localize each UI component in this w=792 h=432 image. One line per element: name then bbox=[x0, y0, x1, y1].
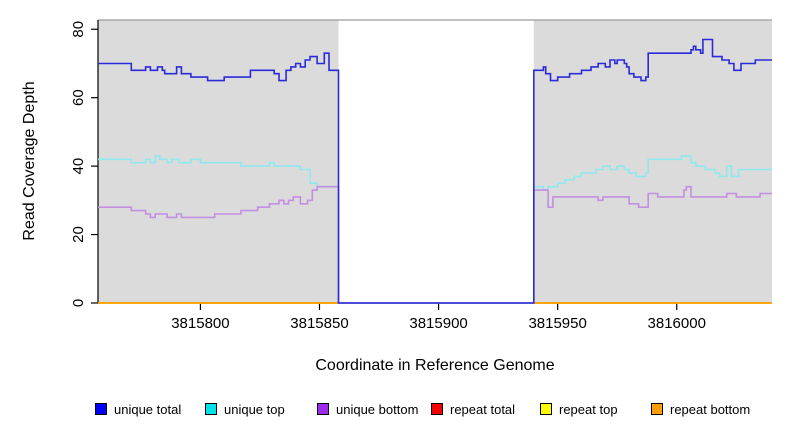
y-axis-title: Read Coverage Depth bbox=[21, 81, 38, 241]
y-tick-label: 20 bbox=[70, 226, 87, 243]
sequenced-region-left bbox=[98, 20, 339, 303]
x-tick-label: 3815800 bbox=[171, 315, 229, 332]
unique-total-line bbox=[98, 38, 772, 304]
y-tick-label: 0 bbox=[70, 299, 87, 307]
y-tick-label: 80 bbox=[70, 21, 87, 38]
y-tick-label: 40 bbox=[70, 158, 87, 175]
sequenced-region-right bbox=[533, 20, 772, 303]
y-tick-label: 60 bbox=[70, 89, 87, 106]
unique-top-line bbox=[98, 155, 772, 304]
x-tick-label: 3815950 bbox=[528, 315, 586, 332]
x-tick-label: 3815850 bbox=[290, 315, 348, 332]
x-tick-label: 3816000 bbox=[648, 315, 706, 332]
x-tick-label: 3815900 bbox=[409, 315, 467, 332]
x-axis-title: Coordinate in Reference Genome bbox=[315, 357, 555, 374]
unique-bottom-line bbox=[98, 185, 772, 304]
